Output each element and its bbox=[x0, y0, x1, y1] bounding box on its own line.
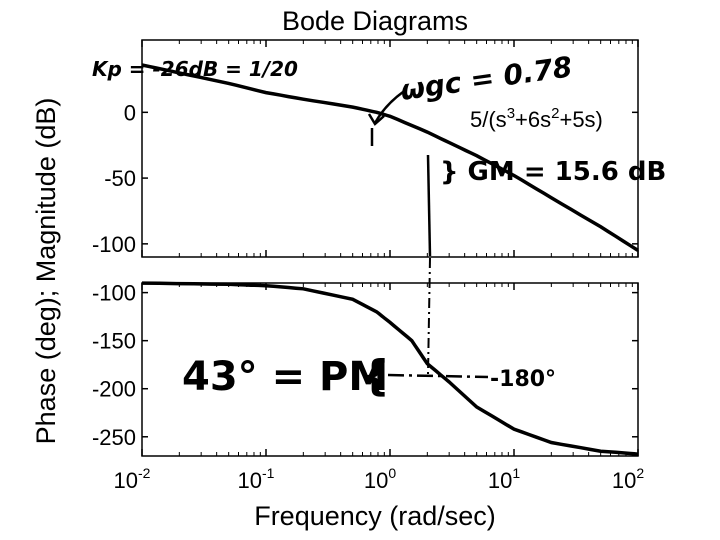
phase-y-tick-label: -200 bbox=[92, 377, 136, 402]
wgc-annotation: ωgc = 0.78 bbox=[398, 50, 574, 107]
x-tick-label: 10-2 bbox=[114, 465, 151, 493]
phase-y-tick-label: -250 bbox=[92, 425, 136, 450]
wgc-arrow bbox=[373, 90, 404, 124]
y-axis-title: Phase (deg); Magnitude (dB) bbox=[31, 98, 61, 445]
magnitude-y-tick-label: -100 bbox=[92, 232, 136, 257]
transfer-function-label: 5/(s3+6s2+5s) bbox=[470, 105, 603, 132]
phase-y-tick-label: -150 bbox=[92, 329, 136, 354]
phase-y-ticks: -100 -150 -200 -250 bbox=[92, 281, 638, 450]
x-axis-title: Frequency (rad/sec) bbox=[254, 501, 496, 531]
phase-curve bbox=[141, 281, 639, 456]
x-tick-label: 101 bbox=[488, 465, 520, 493]
magnitude-y-tick-label: 0 bbox=[124, 100, 136, 125]
pm-annotation: 43° = PM bbox=[182, 354, 388, 400]
phase-y-tick-label: -100 bbox=[92, 281, 136, 306]
x-tick-label: 10-1 bbox=[238, 465, 275, 493]
x-tick-label: 102 bbox=[612, 465, 644, 493]
magnitude-y-tick-label: -50 bbox=[104, 166, 136, 191]
minus-180-annotation: -180° bbox=[490, 367, 556, 392]
wgc-arrow-head bbox=[367, 113, 385, 126]
chart-title: Bode Diagrams bbox=[282, 6, 468, 36]
pm-brace: { bbox=[360, 351, 390, 400]
gm-annotation: } GM = 15.6 dB bbox=[440, 157, 666, 187]
magnitude-curve bbox=[141, 63, 639, 252]
phase-crossover-line bbox=[427, 257, 431, 375]
magnitude-y-ticks: 0 -50 -100 bbox=[92, 100, 638, 257]
x-tick-label: 100 bbox=[364, 465, 396, 493]
gain-margin-line bbox=[426, 154, 432, 257]
x-ticks: 10-2 10-1 100 101 102 bbox=[114, 40, 644, 493]
kp-annotation: Kp = -26dB = 1/20 bbox=[92, 57, 298, 81]
minus-180-line bbox=[387, 373, 489, 379]
